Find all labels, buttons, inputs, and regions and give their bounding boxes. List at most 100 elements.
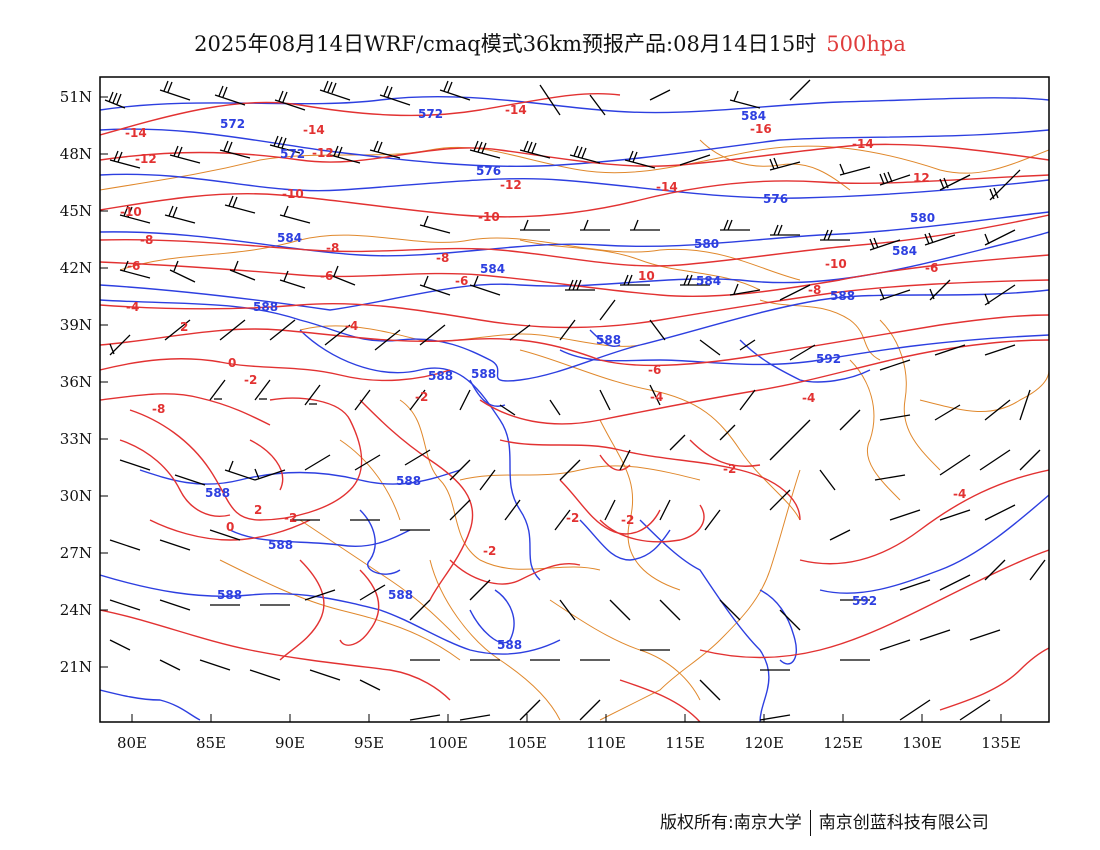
wind-barbs <box>104 79 1046 721</box>
temperature-label: -2 <box>621 513 634 527</box>
x-tick-label: 115E <box>665 734 705 752</box>
temperature-label: -8 <box>140 233 153 247</box>
temperature-label: -6 <box>127 259 140 273</box>
temperature-contour-labels: -14 -14 -14 -12 -12 -12 -10 -10 -10 -8 -… <box>120 103 966 558</box>
temperature-label: -14 <box>505 103 527 117</box>
height-label: 584 <box>741 109 766 123</box>
height-contours <box>100 95 1049 722</box>
x-tick-label: 80E <box>117 734 147 752</box>
y-tick-label: 36N <box>60 373 92 391</box>
temperature-label: -10 <box>282 187 304 201</box>
y-axis-labels: 51N 48N 45N 42N 39N 36N 33N 30N 27N 24N … <box>60 88 92 676</box>
temperature-label: -12 <box>500 178 522 192</box>
temperature-label: -6 <box>320 269 333 283</box>
y-tick-label: 24N <box>60 601 92 619</box>
y-tick-label: 21N <box>60 658 92 676</box>
temperature-label: -6 <box>925 261 938 275</box>
height-label: 580 <box>694 237 719 251</box>
y-tick-label: 30N <box>60 487 92 505</box>
temperature-label: -2 <box>284 511 297 525</box>
axis-ticks <box>100 96 1002 722</box>
height-label: 588 <box>497 638 522 652</box>
height-label: 572 <box>418 107 443 121</box>
map-plot-area: 572 572 572 576 576 580 580 584 584 584 … <box>100 79 1049 722</box>
x-axis-labels: 80E 85E 90E 95E 100E 105E 110E 115E 120E… <box>117 734 1021 752</box>
x-tick-label: 90E <box>275 734 305 752</box>
temperature-label: -4 <box>126 300 139 314</box>
temperature-label: -8 <box>152 402 165 416</box>
height-contour-labels: 572 572 572 576 576 580 580 584 584 584 … <box>205 107 935 652</box>
height-label: 580 <box>910 211 935 225</box>
boundary-lines <box>100 139 1049 721</box>
temperature-contours <box>100 92 1049 722</box>
height-label: 584 <box>277 231 302 245</box>
height-label: 584 <box>696 274 721 288</box>
temperature-label: 2 <box>180 320 188 334</box>
height-label: 592 <box>852 594 877 608</box>
height-label: 576 <box>476 164 501 178</box>
height-label: 592 <box>816 352 841 366</box>
copyright-company: 南京创蓝科技有限公司 <box>818 813 989 833</box>
map-frame <box>99 76 1050 723</box>
temperature-label: -8 <box>436 251 449 265</box>
temperature-label: -14 <box>303 123 325 137</box>
x-tick-label: 105E <box>507 734 547 752</box>
temperature-label: -10 <box>478 210 500 224</box>
height-label: 584 <box>892 244 917 258</box>
y-tick-label: 33N <box>60 430 92 448</box>
temperature-label: -6 <box>455 274 468 288</box>
temperature-label: -2 <box>566 511 579 525</box>
temperature-label: -12 <box>135 152 157 166</box>
y-tick-label: 48N <box>60 145 92 163</box>
temperature-label: 2 <box>254 503 262 517</box>
temperature-label: 0 <box>226 520 234 534</box>
pressure-level: 500hpa <box>826 32 906 56</box>
y-tick-label: 45N <box>60 202 92 220</box>
temperature-label: -14 <box>656 180 678 194</box>
x-tick-label: 85E <box>196 734 226 752</box>
x-tick-label: 130E <box>902 734 942 752</box>
temperature-label: -10 <box>825 257 847 271</box>
y-tick-label: 42N <box>60 259 92 277</box>
title-text: 2025年08月14日WRF/cmaq模式36km预报产品:08月14日15时 <box>194 32 817 56</box>
footer-divider <box>809 810 811 836</box>
height-label: 588 <box>830 289 855 303</box>
height-label: 588 <box>253 300 278 314</box>
temperature-label: -10 <box>120 205 142 219</box>
copyright-owner: 版权所有:南京大学 <box>660 813 802 833</box>
x-tick-label: 95E <box>354 734 384 752</box>
height-label: 584 <box>480 262 505 276</box>
height-label: 588 <box>268 538 293 552</box>
temperature-label: -2 <box>415 390 428 404</box>
height-label: 588 <box>596 333 621 347</box>
temperature-label: -16 <box>750 122 772 136</box>
temperature-label: -2 <box>483 544 496 558</box>
y-tick-label: 51N <box>60 88 92 106</box>
y-tick-label: 27N <box>60 544 92 562</box>
x-tick-label: 125E <box>823 734 863 752</box>
copyright-footer: 版权所有:南京大学 南京创蓝科技有限公司 <box>660 808 989 836</box>
height-label: 588 <box>396 474 421 488</box>
temperature-label: -4 <box>650 390 663 404</box>
height-label: 572 <box>280 147 305 161</box>
x-tick-label: 135E <box>981 734 1021 752</box>
temperature-label: -12 <box>312 146 334 160</box>
height-label: 588 <box>471 367 496 381</box>
y-tick-label: 39N <box>60 316 92 334</box>
temperature-label: -8 <box>326 241 339 255</box>
temperature-label: -4 <box>802 391 815 405</box>
height-label: 576 <box>763 192 788 206</box>
temperature-label: -14 <box>125 126 147 140</box>
temperature-label: 12 <box>913 171 930 185</box>
temperature-label: -14 <box>852 137 874 151</box>
temperature-label: -2 <box>723 462 736 476</box>
x-tick-label: 120E <box>744 734 784 752</box>
height-label: 588 <box>217 588 242 602</box>
temperature-label: -8 <box>808 283 821 297</box>
temperature-label: -4 <box>345 319 358 333</box>
temperature-label: -2 <box>244 373 257 387</box>
x-tick-label: 110E <box>586 734 626 752</box>
x-tick-label: 100E <box>428 734 468 752</box>
height-label: 572 <box>220 117 245 131</box>
